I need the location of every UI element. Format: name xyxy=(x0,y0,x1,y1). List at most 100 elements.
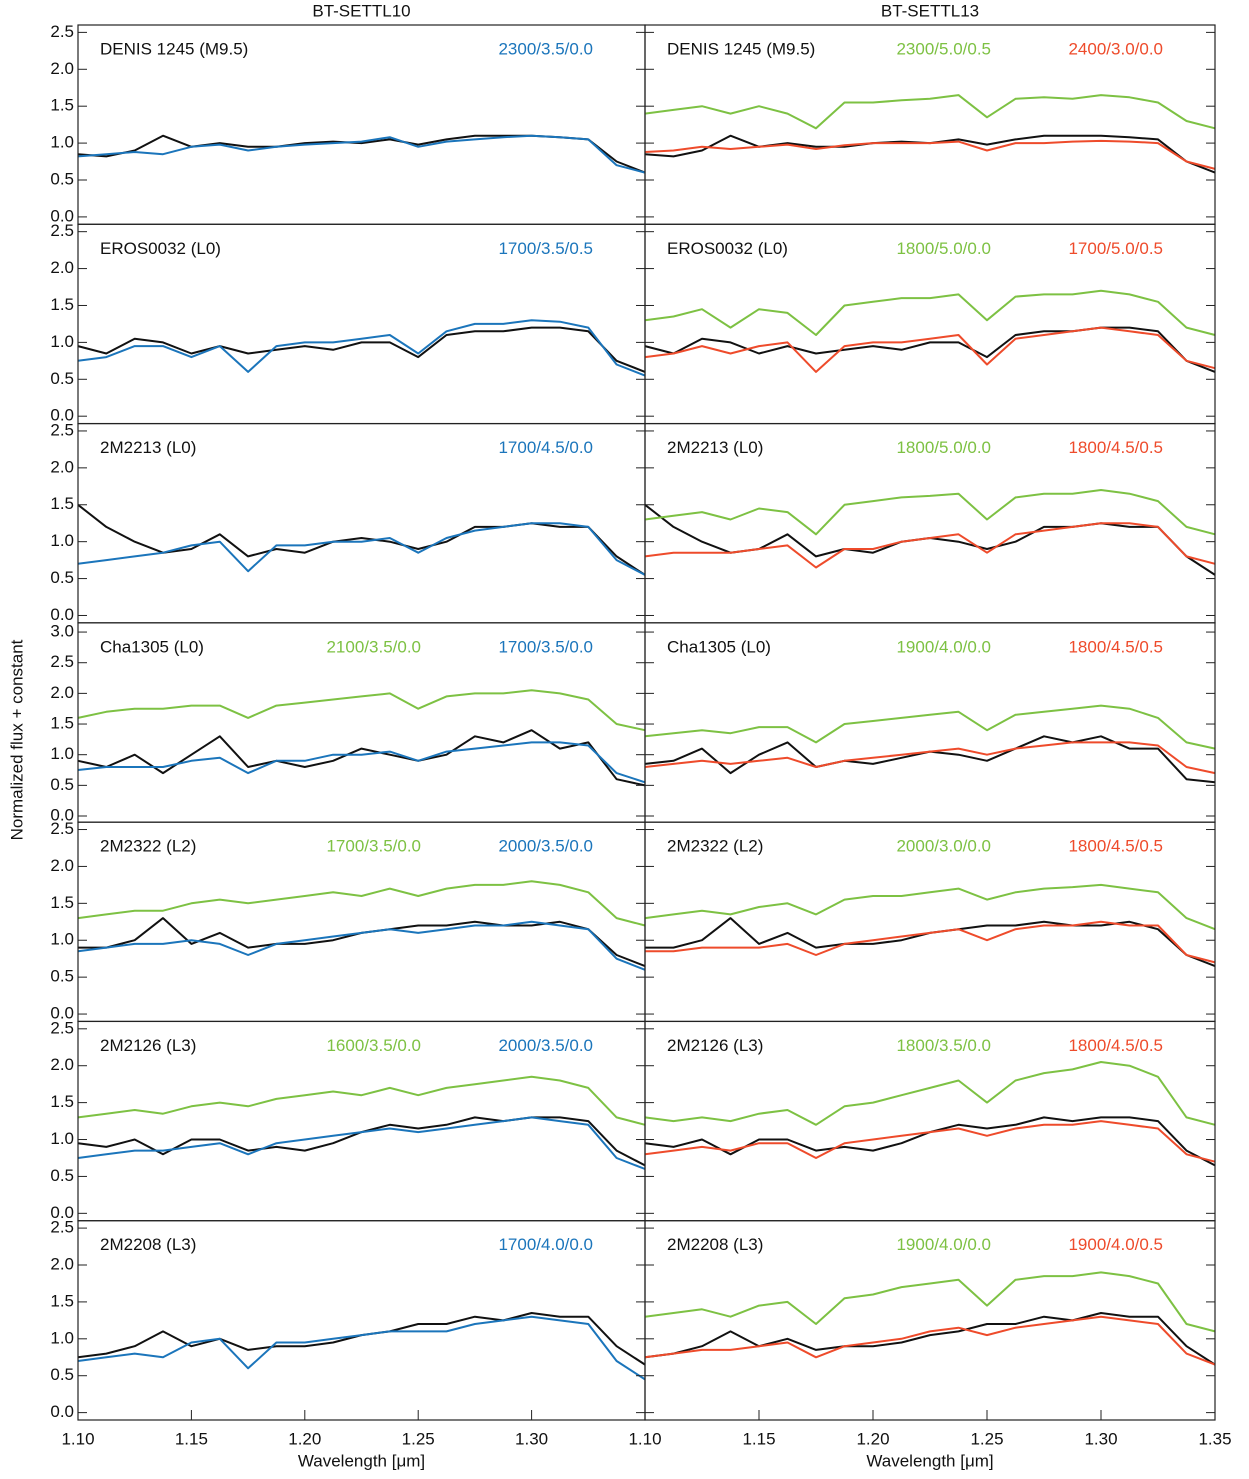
y-tick-label: 0.0 xyxy=(50,805,74,824)
x-tick-label: 1.20 xyxy=(288,1429,321,1448)
x-axis-label: Wavelength [μm] xyxy=(866,1451,993,1470)
y-tick-label: 2.5 xyxy=(50,22,74,41)
panel-annotation: 2M2322 (L2) xyxy=(100,837,196,856)
y-tick-label: 0.0 xyxy=(50,206,74,225)
x-tick-label: 1.10 xyxy=(628,1429,661,1448)
spectrum-line xyxy=(77,1075,646,1126)
spectrum-line xyxy=(644,289,1216,336)
model-label: 1800/4.5/0.5 xyxy=(1068,1036,1163,1055)
x-tick-label: 1.30 xyxy=(515,1429,548,1448)
x-tick-label: 1.30 xyxy=(1084,1429,1117,1448)
model-label: 2400/3.0/0.0 xyxy=(1068,39,1163,58)
spectrum-line xyxy=(77,729,646,787)
model-label: 1700/3.5/0.0 xyxy=(498,637,593,656)
model-label: 1900/4.0/0.0 xyxy=(896,1235,991,1254)
panel-annotation: 2M2213 (L0) xyxy=(100,438,196,457)
y-tick-label: 0.5 xyxy=(50,1365,74,1384)
model-label: 2000/3.5/0.0 xyxy=(498,1036,593,1055)
y-tick-label: 1.5 xyxy=(50,494,74,513)
spectrum-line xyxy=(77,1116,646,1167)
panel-annotation: 2M2208 (L3) xyxy=(100,1235,196,1254)
panel-annotation: 2M2126 (L3) xyxy=(667,1036,763,1055)
model-label: 1600/3.5/0.0 xyxy=(326,1036,421,1055)
model-label: 1800/5.0/0.0 xyxy=(896,438,991,457)
y-tick-label: 2.5 xyxy=(50,1018,74,1037)
spectrum-line xyxy=(644,326,1216,373)
spectrum-line xyxy=(644,741,1216,775)
model-label: 2000/3.0/0.0 xyxy=(896,837,991,856)
y-tick-label: 0.0 xyxy=(50,406,74,425)
y-tick-label: 0.0 xyxy=(50,1203,74,1222)
y-tick-label: 1.0 xyxy=(50,332,74,351)
y-tick-label: 3.0 xyxy=(50,622,74,641)
x-tick-label: 1.15 xyxy=(742,1429,775,1448)
spectrum-line xyxy=(644,489,1216,536)
spectrum-line xyxy=(77,326,646,373)
y-tick-label: 2.5 xyxy=(50,420,74,439)
model-label: 1800/4.5/0.5 xyxy=(1068,438,1163,457)
y-tick-label: 2.0 xyxy=(50,683,74,702)
x-tick-label: 1.35 xyxy=(1198,1429,1231,1448)
y-tick-label: 2.0 xyxy=(50,258,74,277)
model-label: 1900/4.0/0.0 xyxy=(896,637,991,656)
y-tick-label: 1.5 xyxy=(50,893,74,912)
y-tick-label: 1.5 xyxy=(50,295,74,314)
panel-title: BT-SETTL13 xyxy=(881,1,979,20)
spectrum-line xyxy=(644,326,1216,373)
spectrum-line xyxy=(77,504,646,576)
spectrum-line xyxy=(644,883,1216,931)
y-tick-label: 1.5 xyxy=(50,714,74,733)
y-tick-label: 1.5 xyxy=(50,1092,74,1111)
y-tick-label: 0.0 xyxy=(50,1402,74,1421)
panel-annotation: EROS0032 (L0) xyxy=(100,239,221,258)
model-label: 2300/5.0/0.5 xyxy=(896,39,991,58)
model-label: 1800/3.5/0.0 xyxy=(896,1036,991,1055)
y-tick-label: 2.5 xyxy=(50,652,74,671)
y-tick-label: 0.5 xyxy=(50,1166,74,1185)
spectrum-line xyxy=(644,504,1216,576)
y-tick-label: 1.5 xyxy=(50,96,74,115)
spectrum-line xyxy=(77,522,646,576)
y-tick-label: 1.0 xyxy=(50,133,74,152)
y-tick-label: 1.0 xyxy=(50,531,74,550)
y-tick-label: 2.5 xyxy=(50,221,74,240)
spectrum-line xyxy=(644,1061,1216,1126)
panel-annotation: 2M2126 (L3) xyxy=(100,1036,196,1055)
model-label: 1700/3.5/0.5 xyxy=(498,239,593,258)
x-tick-label: 1.20 xyxy=(856,1429,889,1448)
spectrum-line xyxy=(644,1120,1216,1163)
y-tick-label: 2.5 xyxy=(50,1218,74,1237)
panel-annotation: 2M2208 (L3) xyxy=(667,1235,763,1254)
y-tick-label: 2.5 xyxy=(50,819,74,838)
panel-annotation: DENIS 1245 (M9.5) xyxy=(667,39,815,58)
panel-annotation: Cha1305 (L0) xyxy=(100,637,204,656)
model-label: 1700/4.0/0.0 xyxy=(498,1235,593,1254)
model-label: 1900/4.0/0.5 xyxy=(1068,1235,1163,1254)
spectrum-line xyxy=(644,1271,1216,1333)
y-tick-label: 2.0 xyxy=(50,1055,74,1074)
spectrum-line xyxy=(645,920,1216,964)
y-tick-label: 0.5 xyxy=(50,369,74,388)
model-label: 2100/3.5/0.0 xyxy=(326,637,421,656)
y-tick-label: 2.0 xyxy=(50,59,74,78)
y-tick-label: 1.0 xyxy=(50,1129,74,1148)
panel-annotation: 2M2322 (L2) xyxy=(667,837,763,856)
y-tick-label: 0.0 xyxy=(50,605,74,624)
model-label: 2300/3.5/0.0 xyxy=(498,39,593,58)
y-tick-label: 2.0 xyxy=(50,1254,74,1273)
spectrum-line xyxy=(77,880,646,927)
y-tick-label: 0.5 xyxy=(50,169,74,188)
x-tick-label: 1.15 xyxy=(175,1429,208,1448)
spectrum-line xyxy=(644,1312,1216,1366)
spectrum-line xyxy=(644,139,1216,170)
x-axis-label: Wavelength [μm] xyxy=(298,1451,425,1470)
y-axis-label: Normalized flux + constant xyxy=(7,639,26,840)
spectrum-line xyxy=(77,134,646,174)
y-tick-label: 0.5 xyxy=(50,568,74,587)
model-label: 1700/4.5/0.0 xyxy=(498,438,593,457)
spectrum-line xyxy=(644,1315,1216,1366)
y-tick-label: 1.0 xyxy=(50,1328,74,1347)
x-tick-label: 1.25 xyxy=(402,1429,435,1448)
y-tick-label: 1.5 xyxy=(50,1291,74,1310)
